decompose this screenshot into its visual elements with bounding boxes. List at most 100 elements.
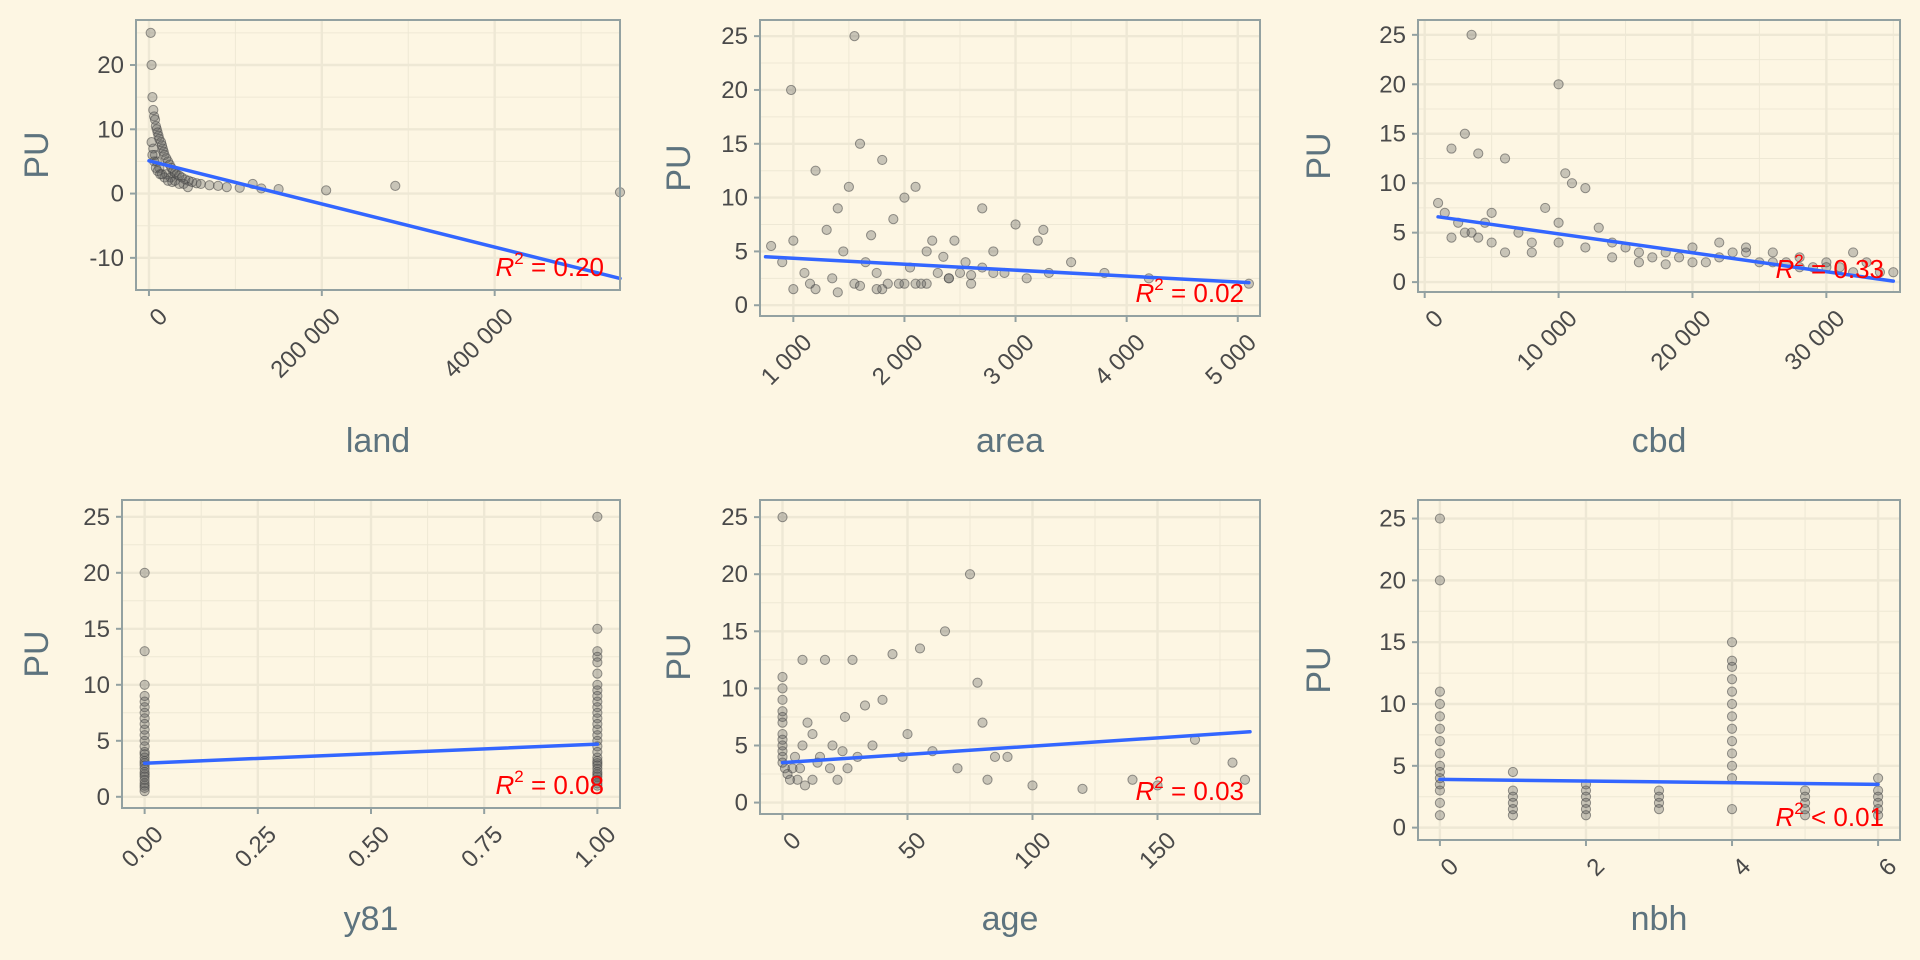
scatter-point	[139, 696, 150, 707]
scatter-point	[1434, 513, 1446, 524]
scatter-point	[838, 246, 849, 257]
scatter-point	[139, 735, 150, 746]
scatter-point	[964, 569, 976, 580]
scatter-point	[139, 774, 150, 786]
scatter-point	[777, 740, 788, 751]
scatter-point	[777, 706, 788, 717]
panel-background	[136, 20, 620, 290]
scatter-point	[1010, 219, 1021, 230]
r-squared-value: = 0.20	[524, 252, 604, 282]
y-tick-label: 10	[97, 116, 124, 143]
scatter-point	[827, 273, 838, 284]
scatter-point	[1027, 780, 1038, 791]
scatter-point	[139, 713, 150, 724]
scatter-point	[390, 180, 401, 191]
scatter-point	[777, 717, 788, 728]
scatter-point	[1607, 252, 1618, 263]
scatter-point	[592, 707, 603, 718]
scatter-point	[966, 269, 977, 281]
scatter-point	[766, 240, 777, 252]
scatter-point	[1726, 661, 1738, 673]
scatter-point	[832, 203, 843, 214]
scatter-point	[592, 679, 603, 690]
r-squared-symbol: R	[496, 770, 515, 800]
y-axis-title: PU	[18, 630, 56, 677]
scatter-point	[1227, 757, 1238, 768]
scatter-point	[854, 280, 866, 291]
scatter-point	[966, 278, 977, 289]
scatter-point	[797, 654, 808, 665]
scatter-point	[321, 185, 332, 196]
scatter-point	[1434, 797, 1446, 809]
fit-line	[1436, 215, 1896, 283]
scatter-point	[1499, 247, 1511, 258]
r-squared-exponent: 2	[1794, 799, 1803, 818]
scatter-point	[1434, 810, 1446, 821]
r-squared-symbol: R	[1776, 254, 1795, 284]
y-tick-label: 0	[735, 292, 748, 319]
scatter-point	[1872, 773, 1884, 784]
scatter-point	[1432, 197, 1444, 209]
scatter-point	[139, 646, 150, 657]
scatter-point	[592, 702, 603, 713]
scatter-point	[871, 267, 882, 279]
panel-background	[760, 20, 1260, 316]
scatter-point	[592, 657, 603, 668]
scatter-point	[1727, 247, 1738, 258]
scatter-point	[139, 718, 150, 730]
scatter-point	[977, 717, 988, 728]
y-tick-label: 0	[111, 181, 124, 208]
scatter-point	[145, 27, 156, 38]
r-squared-value: = 0.33	[1804, 254, 1884, 284]
r-squared-symbol: R	[1136, 776, 1155, 806]
y-tick-label: 0	[735, 790, 748, 817]
r-squared-annotation: R2 = 0.20	[496, 249, 604, 282]
scatter-point	[777, 728, 788, 740]
scatter-point	[139, 786, 150, 797]
y-tick-label: 5	[735, 732, 748, 759]
scatter-point	[1726, 748, 1738, 759]
scatter-point	[1726, 637, 1738, 648]
y-tick-label: 25	[1379, 506, 1406, 533]
scatter-point	[1726, 735, 1738, 747]
scatter-point	[982, 774, 993, 785]
scatter-point	[877, 154, 888, 166]
y-tick-label: 20	[1379, 567, 1406, 594]
scatter-point	[1540, 202, 1551, 214]
scatter-point	[859, 700, 871, 711]
scatter-point	[832, 287, 843, 298]
y-tick-label: 10	[721, 185, 748, 212]
y-axis-title: PU	[1300, 646, 1338, 693]
scatter-point	[139, 724, 150, 735]
scatter-point	[592, 718, 603, 730]
scatter-point	[1434, 686, 1446, 697]
r-squared-exponent: 2	[1154, 773, 1163, 792]
y-tick-label: 15	[83, 616, 110, 643]
scatter-point	[788, 235, 799, 246]
scatter-point	[592, 511, 603, 522]
scatter-point	[807, 774, 818, 785]
scatter-point	[139, 690, 150, 702]
scatter-point	[221, 182, 232, 193]
fit-line	[147, 159, 622, 281]
scatter-point	[592, 713, 603, 724]
scatter-point	[777, 512, 788, 523]
scatter-point	[1066, 257, 1077, 268]
scatter-point	[592, 646, 603, 657]
scatter-point	[899, 192, 910, 203]
scatter-point	[977, 203, 988, 214]
scatter-point	[988, 246, 999, 257]
scatter-point	[954, 267, 966, 279]
scatter-point	[1459, 128, 1470, 139]
r-squared-value: = 0.03	[1164, 776, 1244, 806]
scatter-point	[1077, 783, 1088, 794]
scatter-point	[1726, 711, 1738, 722]
scatter-point	[1560, 168, 1571, 179]
scatter-point	[1553, 217, 1564, 228]
scatter-point	[1434, 698, 1446, 710]
panel-background	[760, 500, 1260, 814]
scatter-point	[799, 267, 810, 279]
scatter-point	[849, 278, 860, 289]
scatter-point	[1700, 257, 1711, 268]
